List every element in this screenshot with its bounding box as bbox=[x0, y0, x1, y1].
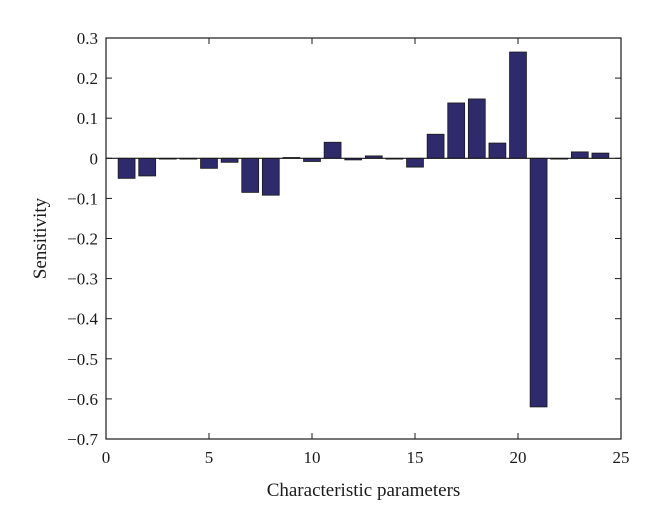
bar-5 bbox=[200, 157, 218, 169]
bar-24 bbox=[591, 152, 610, 159]
y-tick-label: −0.1 bbox=[67, 189, 98, 208]
bar-23 bbox=[570, 151, 589, 159]
y-tick-label: −0.4 bbox=[67, 310, 98, 329]
x-tick-label: 10 bbox=[304, 448, 321, 467]
bar-15 bbox=[406, 157, 424, 168]
y-tick-label: 0.1 bbox=[77, 109, 98, 128]
x-tick-label: 20 bbox=[510, 448, 527, 467]
bar-16 bbox=[426, 133, 445, 159]
bars-group bbox=[117, 51, 610, 408]
bar-17 bbox=[447, 102, 466, 159]
y-tick-label: −0.2 bbox=[67, 230, 98, 249]
y-tick-label: 0.3 bbox=[77, 29, 98, 48]
x-tick-label: 5 bbox=[205, 448, 214, 467]
bar-18 bbox=[467, 98, 486, 159]
y-tick-label: −0.3 bbox=[67, 270, 98, 289]
bar-20 bbox=[509, 51, 527, 159]
bar-7 bbox=[241, 157, 260, 193]
x-axis-title: Characteristic parameters bbox=[267, 480, 461, 501]
y-tick-label: −0.6 bbox=[67, 390, 98, 409]
y-tick-label: −0.5 bbox=[67, 350, 98, 369]
bar-21 bbox=[529, 157, 548, 408]
y-tick-label: −0.7 bbox=[67, 430, 98, 449]
x-tick-label: 0 bbox=[102, 448, 111, 467]
x-axis: 0 5 10 15 20 25 bbox=[102, 38, 630, 467]
bar-19 bbox=[488, 142, 507, 159]
y-tick-label: 0.2 bbox=[77, 69, 98, 88]
bar-1 bbox=[117, 157, 136, 179]
bar-2 bbox=[138, 157, 157, 177]
y-axis-title: Sensitivity bbox=[30, 197, 51, 279]
bar-6 bbox=[220, 157, 239, 163]
x-tick-label: 15 bbox=[407, 448, 424, 467]
bar-8 bbox=[261, 157, 280, 196]
bar-11 bbox=[323, 141, 342, 159]
y-axis: 0.3 0.2 0.1 0 −0.1 −0.2 −0.3 −0.4 −0.5 −0.6 −0.7 bbox=[67, 29, 621, 449]
y-tick-label: 0 bbox=[90, 149, 99, 168]
x-tick-label: 25 bbox=[613, 448, 630, 467]
